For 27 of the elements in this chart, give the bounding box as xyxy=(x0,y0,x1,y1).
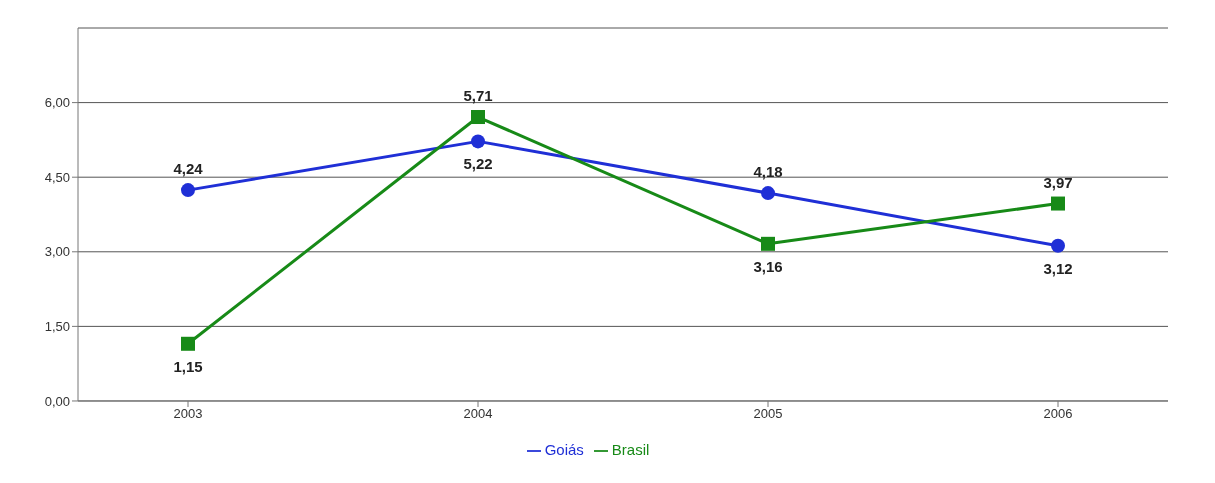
data-label: 1,15 xyxy=(173,357,203,375)
point xyxy=(761,186,775,201)
legend-label: Brasil xyxy=(611,440,650,458)
point xyxy=(471,134,485,149)
data-label: 3,12 xyxy=(1043,259,1073,277)
data-label: 5,71 xyxy=(463,87,493,105)
point xyxy=(1051,196,1065,211)
data-label: 5,22 xyxy=(463,155,493,173)
point xyxy=(181,183,195,198)
y-tick-label: 3,00 xyxy=(44,244,70,260)
data-label: 4,24 xyxy=(173,160,204,178)
y-tick-label: 1,50 xyxy=(44,318,70,334)
x-tick-label: 2004 xyxy=(463,406,493,422)
point xyxy=(181,336,195,351)
point xyxy=(471,110,485,125)
y-tick-label: 6,00 xyxy=(44,95,70,111)
data-label: 3,16 xyxy=(753,257,783,275)
data-label: 4,18 xyxy=(753,163,783,181)
data-label: 3,97 xyxy=(1043,173,1073,191)
y-tick-label: 0,00 xyxy=(44,393,70,409)
x-tick-label: 2003 xyxy=(173,406,203,422)
point xyxy=(1051,238,1065,253)
x-tick-label: 2005 xyxy=(753,406,783,422)
point xyxy=(761,236,775,251)
legend-label: Goiás xyxy=(544,440,584,458)
x-tick-label: 2006 xyxy=(1043,406,1073,422)
y-tick-label: 4,50 xyxy=(44,169,70,185)
